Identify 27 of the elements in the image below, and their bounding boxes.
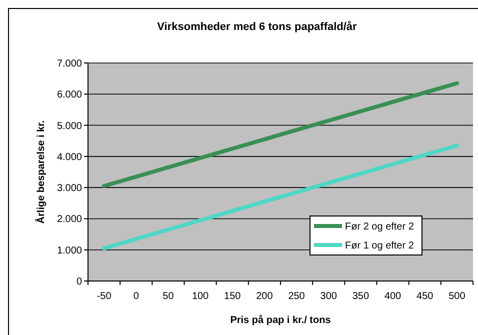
x-tick-label: 250	[288, 291, 306, 302]
x-tick-label: 100	[192, 291, 210, 302]
x-tick-label: 350	[352, 291, 370, 302]
y-tick-label: 4.000	[56, 152, 82, 163]
x-tick-label: 400	[384, 291, 402, 302]
x-tick-label: -50	[96, 291, 112, 302]
chart-title: Virksomheder med 6 tons papaffald/år	[157, 20, 358, 33]
y-tick-label: 7.000	[56, 58, 82, 70]
y-tick-label: 0	[76, 276, 82, 288]
y-tick-label: 6.000	[56, 90, 82, 101]
x-tick-label: 150	[224, 291, 242, 302]
x-tick-label: 0	[133, 291, 140, 302]
x-axis-title: Pris på pap i kr./ tons	[230, 314, 332, 326]
y-tick-label: 5.000	[56, 120, 82, 132]
x-tick-label: 200	[256, 291, 274, 302]
line-series	[102, 144, 459, 250]
y-tick-label: 3.000	[56, 183, 82, 194]
x-tick-label: 300	[320, 291, 338, 302]
legend-label: Før 2 og efter 2	[345, 222, 414, 232]
x-tick-label: 50	[162, 291, 174, 302]
x-tick-label: 450	[416, 291, 434, 302]
y-tick-label: 1.000	[56, 245, 82, 256]
legend-label: Før 1 og efter 2	[345, 240, 414, 252]
y-axis-title: Årlige besparelse i kr.	[35, 120, 47, 224]
y-tick-label: 2.000	[56, 214, 82, 226]
line-series	[102, 81, 459, 188]
x-tick-label: 500	[448, 291, 466, 302]
